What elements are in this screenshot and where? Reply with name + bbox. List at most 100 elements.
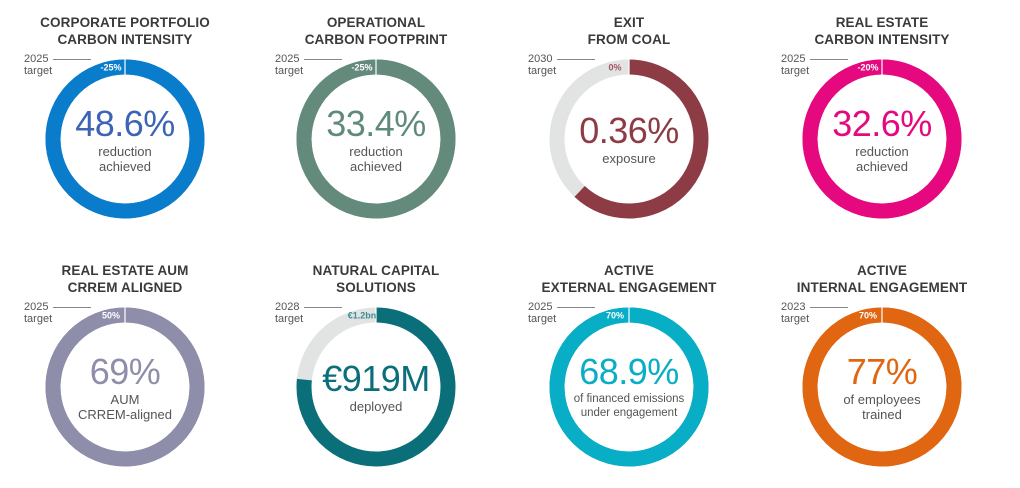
title-line-2: CARBON FOOTPRINT bbox=[304, 32, 448, 47]
target-value: 0% bbox=[608, 63, 621, 73]
target-year-label: 2025 target bbox=[528, 301, 556, 325]
target-year: 2030 bbox=[528, 53, 553, 65]
kpi-center: 77% of employees trained bbox=[817, 351, 947, 423]
target-word: target bbox=[528, 65, 557, 77]
kpi-center: 32.6% reduction achieved bbox=[817, 103, 947, 175]
kpi-caption-line-2: achieved bbox=[98, 159, 152, 174]
target-leader-line bbox=[810, 307, 848, 308]
kpi-title: OPERATIONAL CARBON FOOTPRINT bbox=[251, 14, 501, 48]
kpi-value: €919M bbox=[322, 358, 430, 399]
title-line-2: INTERNAL ENGAGEMENT bbox=[796, 280, 968, 295]
kpi-real-estate-carbon-intensity: REAL ESTATE CARBON INTENSITY -20% 2025 t… bbox=[757, 0, 1007, 240]
kpi-active-external-engagement: ACTIVE EXTERNAL ENGAGEMENT 70% 2025 targ… bbox=[504, 248, 754, 488]
target-year: 2025 bbox=[24, 53, 49, 65]
kpi-value: 48.6% bbox=[75, 103, 175, 144]
target-year-label: 2025 target bbox=[24, 53, 52, 77]
target-value: €1.2bn bbox=[348, 311, 377, 321]
title-line-1: NATURAL CAPITAL bbox=[312, 263, 440, 278]
donut-ring: 0% bbox=[549, 59, 709, 219]
title-line-1: ACTIVE bbox=[856, 263, 908, 278]
kpi-caption-line-2: achieved bbox=[855, 159, 909, 174]
donut-ring: 50% bbox=[45, 307, 205, 467]
title-line-1: EXIT bbox=[613, 15, 645, 30]
kpi-caption-line-1: reduction bbox=[349, 144, 403, 159]
kpi-center: 33.4% reduction achieved bbox=[311, 103, 441, 175]
donut-ring: 70% bbox=[549, 307, 709, 467]
title-line-1: REAL ESTATE bbox=[835, 15, 929, 30]
kpi-value: 32.6% bbox=[832, 103, 932, 144]
title-line-2: SOLUTIONS bbox=[336, 280, 416, 295]
target-year: 2025 bbox=[24, 301, 49, 313]
target-word: target bbox=[24, 65, 53, 77]
kpi-caption-line-1: reduction bbox=[98, 144, 152, 159]
target-leader-line bbox=[557, 59, 595, 60]
kpi-caption-line-1: exposure bbox=[602, 151, 656, 166]
target-value: 70% bbox=[859, 311, 877, 321]
target-year-label: 2023 target bbox=[781, 301, 809, 325]
target-year-label: 2025 target bbox=[275, 53, 303, 77]
target-value: -25% bbox=[351, 63, 372, 73]
kpi-center: 0.36% exposure bbox=[564, 110, 694, 167]
target-word: target bbox=[528, 313, 557, 325]
title-line-2: CRREM ALIGNED bbox=[67, 280, 183, 295]
kpi-value: 0.36% bbox=[579, 110, 679, 151]
target-leader-line bbox=[304, 307, 342, 308]
kpi-caption-line-2: trained bbox=[862, 407, 902, 422]
kpi-caption-line-1: reduction bbox=[855, 144, 909, 159]
donut-ring: -25% bbox=[45, 59, 205, 219]
kpi-value: 77% bbox=[846, 351, 918, 392]
kpi-title: ACTIVE INTERNAL ENGAGEMENT bbox=[757, 262, 1007, 296]
target-year-label: 2025 target bbox=[24, 301, 52, 325]
kpi-title: EXIT FROM COAL bbox=[504, 14, 754, 48]
title-line-1: ACTIVE bbox=[603, 263, 655, 278]
title-line-2: EXTERNAL ENGAGEMENT bbox=[541, 280, 717, 295]
target-year: 2025 bbox=[528, 301, 553, 313]
kpi-center: 48.6% reduction achieved bbox=[60, 103, 190, 175]
target-year: 2025 bbox=[781, 53, 806, 65]
kpi-caption-line-2: CRREM-aligned bbox=[78, 407, 172, 422]
target-year-label: 2025 target bbox=[781, 53, 809, 77]
target-word: target bbox=[781, 65, 810, 77]
title-line-1: OPERATIONAL bbox=[326, 15, 426, 30]
kpi-center: €919M deployed bbox=[311, 358, 441, 415]
target-value: 70% bbox=[606, 311, 624, 321]
kpi-caption-line-2: achieved bbox=[349, 159, 403, 174]
target-year: 2023 bbox=[781, 301, 806, 313]
kpi-caption-line-1: of financed emissions bbox=[573, 393, 685, 405]
target-word: target bbox=[275, 313, 304, 325]
kpi-caption-line-1: AUM bbox=[110, 392, 140, 407]
kpi-title: CORPORATE PORTFOLIO CARBON INTENSITY bbox=[0, 14, 250, 48]
target-year-label: 2030 target bbox=[528, 53, 556, 77]
target-value: -25% bbox=[100, 63, 121, 73]
kpi-real-estate-aum-crrem-aligned: REAL ESTATE AUM CRREM ALIGNED 50% 2025 t… bbox=[0, 248, 250, 488]
kpi-corporate-portfolio-carbon-intensity: CORPORATE PORTFOLIO CARBON INTENSITY -25… bbox=[0, 0, 250, 240]
title-line-1: CORPORATE PORTFOLIO bbox=[40, 15, 210, 30]
kpi-caption-line-2: under engagement bbox=[580, 407, 678, 419]
donut-ring: 70% bbox=[802, 307, 962, 467]
target-leader-line bbox=[53, 59, 91, 60]
kpi-operational-carbon-footprint: OPERATIONAL CARBON FOOTPRINT -25% 2025 t… bbox=[251, 0, 501, 240]
title-line-2: CARBON INTENSITY bbox=[814, 32, 950, 47]
kpi-title: ACTIVE EXTERNAL ENGAGEMENT bbox=[504, 262, 754, 296]
target-leader-line bbox=[557, 307, 595, 308]
kpi-value: 69% bbox=[89, 351, 161, 392]
title-line-2: CARBON INTENSITY bbox=[57, 32, 193, 47]
kpi-title: NATURAL CAPITAL SOLUTIONS bbox=[251, 262, 501, 296]
kpi-value: 33.4% bbox=[326, 103, 426, 144]
target-value: 50% bbox=[102, 311, 120, 321]
kpi-active-internal-engagement: ACTIVE INTERNAL ENGAGEMENT 70% 2023 targ… bbox=[757, 248, 1007, 488]
target-year: 2028 bbox=[275, 301, 300, 313]
kpi-caption-line-1: deployed bbox=[349, 399, 403, 414]
target-leader-line bbox=[304, 59, 342, 60]
kpi-title: REAL ESTATE CARBON INTENSITY bbox=[757, 14, 1007, 48]
donut-ring: -20% bbox=[802, 59, 962, 219]
kpi-value: 68.9% bbox=[579, 351, 679, 392]
kpi-title: REAL ESTATE AUM CRREM ALIGNED bbox=[0, 262, 250, 296]
target-leader-line bbox=[810, 59, 848, 60]
kpi-natural-capital-solutions: NATURAL CAPITAL SOLUTIONS €1.2bn 2028 ta… bbox=[251, 248, 501, 488]
kpi-center: 69% AUM CRREM-aligned bbox=[60, 351, 190, 423]
target-value: -20% bbox=[857, 63, 878, 73]
target-word: target bbox=[781, 313, 810, 325]
target-word: target bbox=[275, 65, 304, 77]
target-leader-line bbox=[53, 307, 91, 308]
